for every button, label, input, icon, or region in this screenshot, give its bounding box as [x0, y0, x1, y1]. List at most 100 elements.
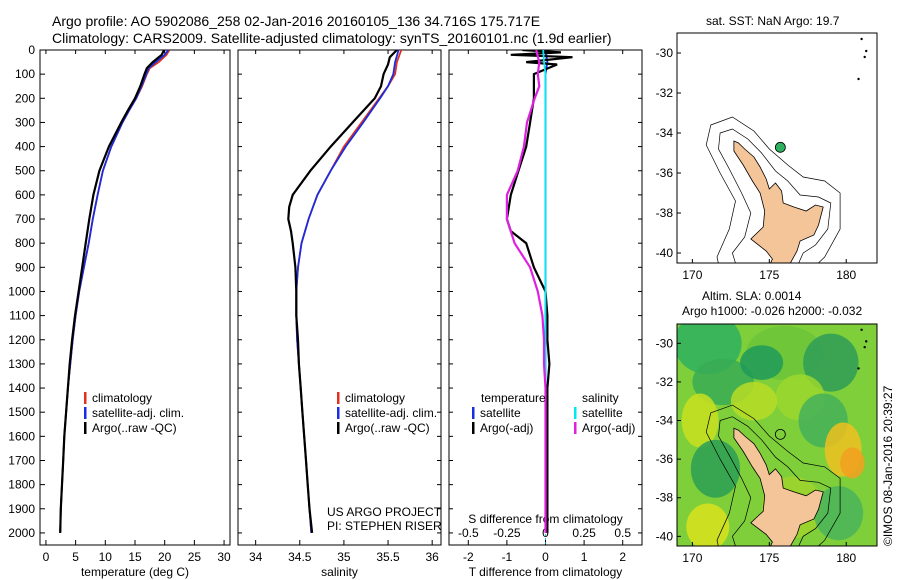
y-tick-label: -34 — [656, 126, 674, 140]
series-line-satellite-adj-clim- — [59, 50, 170, 533]
profile-title: Argo profile: AO 5902086_258 02-Jan-2016… — [52, 13, 541, 29]
argo-heights-label: Argo h1000: -0.026 h2000: -0.032 — [682, 304, 863, 318]
x-tick-label: 175 — [759, 551, 779, 565]
island — [865, 49, 868, 53]
x2-tick-label: -0.25 — [493, 526, 521, 540]
island — [860, 37, 863, 41]
x-tick-label: 34.5 — [288, 550, 312, 564]
y-tick-label: 1600 — [8, 429, 35, 443]
shelf-contour — [718, 416, 832, 546]
x-tick-label: 30 — [217, 550, 231, 564]
x-axis-label: temperature (deg C) — [81, 565, 189, 579]
legend-swatch — [574, 407, 577, 419]
y-tick-label: 100 — [15, 67, 35, 81]
x-tick-label: 2 — [619, 550, 626, 564]
series-line-satellite-adj-clim- — [295, 50, 400, 533]
x-tick-label: 36 — [425, 550, 439, 564]
y-tick-label: -36 — [656, 452, 674, 466]
legend-swatch — [472, 407, 475, 419]
project-credit: US ARGO PROJECT — [327, 505, 442, 519]
y-tick-label: 600 — [15, 188, 35, 202]
plot-frame — [39, 49, 231, 546]
x2-tick-label: 0.25 — [572, 526, 596, 540]
x-tick-label: 180 — [836, 268, 856, 282]
legend-entry: Argo(-adj) — [480, 421, 533, 435]
y-tick-label: 1800 — [8, 478, 35, 492]
y-tick-label: 1100 — [9, 309, 35, 323]
x2-tick-label: 0 — [542, 526, 549, 540]
island — [860, 328, 863, 331]
x-tick-label: -1 — [502, 550, 513, 564]
legend-swatch — [84, 422, 87, 434]
legend-entry: satellite — [480, 406, 521, 420]
x-tick-label: 20 — [158, 550, 172, 564]
y-tick-label: 400 — [15, 140, 35, 154]
y-tick-label: 700 — [15, 212, 35, 226]
y-tick-label: 500 — [15, 164, 35, 178]
series-line-salinity-argo-adj- — [505, 50, 547, 533]
x-tick-label: 0 — [542, 550, 549, 564]
y-tick-label: 800 — [15, 236, 35, 250]
argo-float-marker — [774, 428, 786, 440]
series-group — [287, 50, 403, 534]
salinity-panel: 34 34.5 35 35.5 36 salinity climatologysatelli… — [237, 49, 442, 579]
sla-blob — [840, 447, 865, 479]
y-tick-label: 1400 — [8, 381, 35, 395]
y-tick-label: -40 — [656, 246, 674, 260]
x-tick-label: 15 — [128, 550, 142, 564]
legend-swatch — [574, 422, 577, 434]
map-frame — [676, 323, 878, 547]
difference-panel: -2 -1 0 1 2T difference from climatology -0.5… — [448, 49, 643, 579]
x-tick-label: 170 — [682, 551, 702, 565]
y-tick-label: -40 — [656, 529, 674, 543]
series-line-temperature-argo-adj- — [505, 50, 573, 533]
y-tick-label: 900 — [15, 260, 35, 274]
imos-footer: ©IMOS 08-Jan-2016 20:39:27 — [881, 385, 895, 546]
y-tick-label: 2000 — [8, 526, 35, 540]
y-tick-label: -32 — [656, 375, 674, 389]
x2-tick-label: -0.5 — [458, 526, 479, 540]
legend-entry: Argo(-adj) — [582, 421, 635, 435]
series-line-climatology — [59, 50, 171, 533]
y-tick-label: -32 — [656, 86, 674, 100]
series-line-argo-raw-qc- — [59, 50, 166, 533]
island — [863, 345, 866, 349]
y-tick-label: 300 — [15, 115, 35, 129]
legend-entry: Argo(..raw -QC) — [92, 421, 177, 435]
legend-entry: satellite-adj. clim. — [92, 406, 184, 420]
legend-entry: satellite-adj. clim. — [345, 406, 437, 420]
pi-credit: PI: STEPHEN RISER — [327, 519, 442, 533]
sla-map: 170 175 180 -30 -32 -34 -36 -38 -40 — [656, 323, 878, 565]
island — [857, 367, 860, 370]
x-tick-label: -2 — [463, 550, 474, 564]
sla-blob — [730, 381, 778, 421]
sla-blob — [686, 503, 730, 546]
sla-blob — [681, 393, 719, 448]
x-tick-label: 180 — [836, 551, 856, 565]
x-axis-label: salinity — [321, 565, 358, 579]
y-tick-label: 1900 — [8, 502, 35, 516]
y-tick-label: 200 — [15, 91, 35, 105]
sst-map-title: sat. SST: NaN Argo: 19.7 — [706, 14, 840, 28]
x-axis-label: T difference from climatology — [469, 565, 623, 579]
sla-blob — [813, 486, 864, 541]
y-tick-label: -34 — [656, 414, 674, 428]
sla-blob — [740, 345, 784, 380]
sla-blob — [690, 439, 741, 498]
new-zealand-land — [733, 140, 824, 263]
series-group — [505, 50, 573, 533]
y-tick-label: -30 — [656, 336, 674, 350]
legend-entry: Argo(..raw -QC) — [345, 421, 430, 435]
y-tick-label: -36 — [656, 166, 674, 180]
x-tick-label: 170 — [682, 268, 702, 282]
legend-entry: climatology — [92, 391, 152, 405]
sla-map-title: Altim. SLA: 0.0014 — [702, 289, 802, 303]
legend-entry: satellite — [582, 406, 623, 420]
map-content — [705, 37, 868, 263]
x-tick-label: 10 — [99, 550, 113, 564]
series-group — [59, 50, 171, 533]
legend-swatch — [84, 392, 87, 404]
y-tick-label: -30 — [656, 46, 674, 60]
x-tick-label: 35.5 — [376, 550, 400, 564]
